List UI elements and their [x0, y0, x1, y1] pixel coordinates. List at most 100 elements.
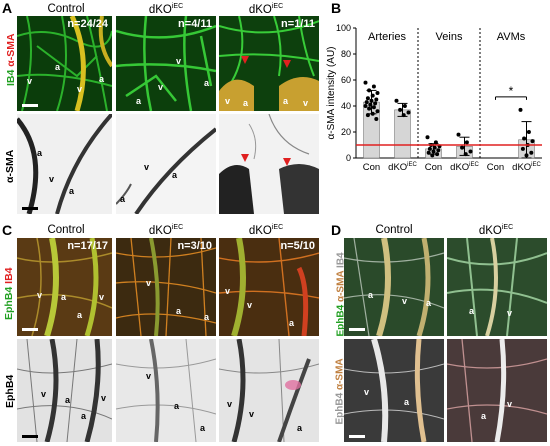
data-point — [401, 113, 406, 118]
data-point — [373, 101, 378, 106]
panel-a-tile-dko1-sma: a v a — [116, 114, 216, 214]
vessel-letter-v: v — [158, 82, 164, 92]
vessel-letter-v: v — [507, 399, 513, 409]
data-point — [363, 104, 368, 108]
data-point — [468, 149, 473, 154]
vessel-letter-v: v — [144, 162, 150, 172]
y-tick-label: 20 — [341, 127, 351, 137]
vessel-letter-a: a — [120, 194, 126, 204]
data-point — [369, 98, 374, 103]
panel-a-count-control: n=24/24 — [67, 18, 108, 30]
vessel-letter-v: v — [225, 286, 231, 296]
vessel-image — [116, 16, 216, 111]
vessel-letter-a: a — [81, 411, 87, 421]
vessel-letter-a: a — [469, 306, 475, 316]
data-point — [432, 145, 437, 150]
data-point — [367, 88, 372, 93]
vessel-letter-v: v — [247, 300, 253, 310]
data-point — [463, 152, 468, 157]
data-point — [368, 102, 373, 107]
y-tick-label: 40 — [341, 101, 351, 111]
panel-a-row-label-bottom: α-SMA — [4, 149, 16, 183]
panel-a-col-dko1: dKOiEC — [148, 3, 184, 16]
panel-c-tile-control-ephb4: n=17/17 v a a v — [17, 238, 112, 336]
data-point — [530, 139, 535, 144]
vessel-letter-a: a — [368, 290, 374, 300]
vessel-letter-a: a — [77, 310, 83, 320]
data-point — [425, 135, 430, 140]
vessel-letter-a: a — [243, 98, 249, 108]
vessel-image — [344, 238, 444, 336]
vessel-letter-v: v — [225, 96, 231, 106]
panel-c-tile-control-ephb4-gray: v a a v — [17, 339, 112, 442]
panel-a-tile-dko2-ib4: n=1/11 v a a v — [219, 16, 319, 111]
data-point — [426, 150, 431, 155]
scale-bar — [22, 207, 38, 210]
panel-d-tile-control-top: a v a — [344, 238, 444, 336]
data-point — [436, 148, 441, 153]
panel-c-count-dko1: n=3/10 — [177, 240, 212, 252]
data-point — [427, 146, 432, 151]
panel-c-tile-dko2-ephb4: n=5/10 v v a — [219, 238, 319, 336]
data-point — [371, 105, 376, 110]
red-arrowhead-icon — [283, 158, 291, 166]
data-point — [363, 80, 368, 85]
vessel-letter-v: v — [402, 296, 408, 306]
data-point — [524, 153, 529, 158]
vessel-letter-a: a — [200, 423, 206, 433]
vessel-letter-a: a — [204, 78, 210, 88]
vessel-letter-v: v — [303, 98, 309, 108]
vessel-letter-a: a — [172, 170, 178, 180]
panel-c-label: C — [2, 222, 13, 238]
data-point — [365, 96, 370, 101]
panel-c-count-dko2: n=5/10 — [280, 240, 315, 252]
vessel-letter-v: v — [146, 371, 152, 381]
group-label: Veins — [436, 31, 463, 43]
scale-bar — [349, 328, 365, 331]
vessel-letter-v: v — [49, 174, 55, 184]
data-point — [526, 130, 531, 134]
vessel-letter-v: v — [227, 399, 233, 409]
vessel-letter-a: a — [99, 74, 105, 84]
vessel-letter-a: a — [65, 395, 71, 405]
vessel-letter-v: v — [41, 389, 47, 399]
data-point — [435, 152, 440, 157]
data-point — [371, 84, 376, 89]
vessel-image — [447, 238, 547, 336]
red-arrowhead-icon — [241, 56, 249, 64]
data-point — [375, 91, 380, 95]
data-point — [370, 93, 375, 98]
scale-bar — [349, 435, 365, 438]
vessel-letter-a: a — [174, 401, 180, 411]
y-tick-label: 100 — [336, 23, 351, 33]
vessel-image — [219, 238, 319, 336]
panel-a-tile-dko2-sma — [219, 114, 319, 214]
vessel-image — [219, 114, 319, 214]
panel-d-tile-dko-top: a v — [447, 238, 547, 336]
panel-c-col-control: Control — [47, 224, 85, 236]
panel-c-tile-dko2-ephb4-gray: v v a — [219, 339, 319, 442]
panel-d-tile-control-bottom: v a — [344, 339, 444, 442]
panel-c-row-label-top: EphB4 IB4 — [3, 267, 15, 320]
panel-c-row-label-bottom: EphB4 — [4, 374, 16, 408]
data-point — [370, 111, 375, 116]
data-point — [518, 107, 523, 112]
scale-bar — [22, 328, 38, 331]
panel-c-col-dko1: dKOiEC — [148, 224, 184, 237]
data-point — [406, 110, 411, 115]
red-arrowhead-icon — [283, 60, 291, 68]
panel-d-tile-dko-bottom: a v — [447, 339, 547, 442]
vessel-letter-a: a — [289, 318, 295, 328]
vessel-image — [116, 238, 216, 336]
vessel-image — [17, 339, 112, 442]
data-point — [460, 145, 465, 150]
y-tick-label: 80 — [341, 49, 351, 59]
vessel-letter-a: a — [426, 298, 432, 308]
vessel-letter-a: a — [55, 62, 61, 72]
vessel-image — [17, 16, 112, 111]
vessel-letter-a: a — [283, 96, 289, 106]
data-point — [522, 136, 527, 141]
panel-c-tile-dko1-ephb4: n=3/10 v a a — [116, 238, 216, 336]
panel-a-count-dko1: n=4/11 — [178, 18, 212, 30]
